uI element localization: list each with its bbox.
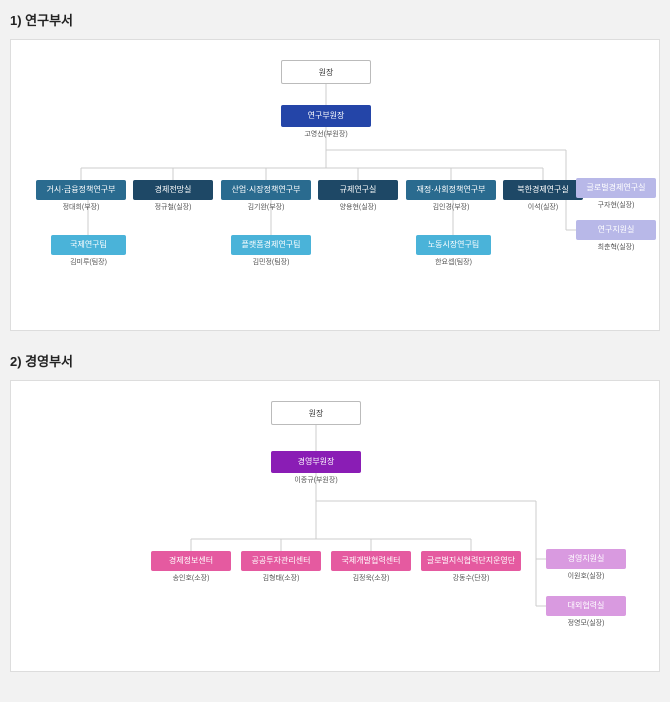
org-caption-s1-r2: 최춘혁(실장) (576, 242, 656, 252)
org-node-s1-d3: 산업·시장정책연구부 (221, 180, 311, 200)
chart-container-1: 원장연구부원장고영선(부원장) 거시·금융정책연구부정대희(부장) 경제전망실정규철… (10, 39, 660, 331)
org-node-s2-d1: 경제정보센터 (151, 551, 231, 571)
org-node-s1-d1: 거시·금융정책연구부 (36, 180, 126, 200)
org-caption-s1-t1: 김미루(팀장) (51, 257, 126, 267)
org-caption-s1-d6: 이석(실장) (503, 202, 583, 212)
org-caption-s1-d3: 김기완(부장) (221, 202, 311, 212)
org-node-s2-d2: 공공투자관리센터 (241, 551, 321, 571)
section-title-1: 1) 연구부서 (10, 10, 660, 29)
org-caption-s1-r1: 구자현(실장) (576, 200, 656, 210)
org-node-s2-president: 원장 (271, 401, 361, 425)
org-caption-s2-d1: 송인호(소장) (151, 573, 231, 583)
org-node-s1-d5: 재정·사회정책연구부 (406, 180, 496, 200)
org-node-s1-t2: 플랫폼경제연구팀 (231, 235, 311, 255)
org-node-s2-r1: 경영지원실 (546, 549, 626, 569)
org-caption-s1-vp: 고영선(부원장) (281, 129, 371, 139)
section-management: 2) 경영부서 원장경영부원장이종규(부원장) 경제정보센터송인호(소장) 공공투자… (10, 351, 660, 672)
org-caption-s1-d1: 정대희(부장) (36, 202, 126, 212)
org-caption-s2-d3: 김정욱(소장) (331, 573, 411, 583)
org-caption-s2-d4: 강동수(단장) (421, 573, 521, 583)
org-chart-management: 원장경영부원장이종규(부원장) 경제정보센터송인호(소장) 공공투자관리센터김형태(… (21, 401, 649, 651)
section-research: 1) 연구부서 원장연구부원장고영선(부원장) 거시·금융정책연구부정대희(부장)… (10, 10, 660, 331)
org-node-s1-d6: 북한경제연구실 (503, 180, 583, 200)
org-node-s2-vp: 경영부원장 (271, 451, 361, 473)
org-caption-s2-vp: 이종규(부원장) (271, 475, 361, 485)
org-node-s1-d2: 경제전망실 (133, 180, 213, 200)
org-caption-s1-t2: 김민정(팀장) (231, 257, 311, 267)
org-caption-s1-t3: 한요셉(팀장) (416, 257, 491, 267)
section-title-2: 2) 경영부서 (10, 351, 660, 370)
org-node-s1-r1: 글로벌경제연구실 (576, 178, 656, 198)
org-node-s2-d4: 글로벌지식협력단지운영단 (421, 551, 521, 571)
org-caption-s1-d2: 정규철(실장) (133, 202, 213, 212)
org-caption-s1-d5: 김인경(부장) (406, 202, 496, 212)
org-node-s1-r2: 연구지원실 (576, 220, 656, 240)
org-node-s1-d4: 규제연구실 (318, 180, 398, 200)
org-caption-s1-d4: 양용현(실장) (318, 202, 398, 212)
org-node-s1-president: 원장 (281, 60, 371, 84)
org-chart-research: 원장연구부원장고영선(부원장) 거시·금융정책연구부정대희(부장) 경제전망실정규철… (21, 60, 649, 310)
org-caption-s2-r2: 정영모(실장) (546, 618, 626, 628)
org-caption-s2-d2: 김형태(소장) (241, 573, 321, 583)
chart-container-2: 원장경영부원장이종규(부원장) 경제정보센터송인호(소장) 공공투자관리센터김형태(… (10, 380, 660, 672)
org-node-s1-t3: 노동시장연구팀 (416, 235, 491, 255)
org-node-s2-r2: 대외협력실 (546, 596, 626, 616)
org-node-s1-vp: 연구부원장 (281, 105, 371, 127)
org-node-s1-t1: 국제연구팀 (51, 235, 126, 255)
org-caption-s2-r1: 이원호(실장) (546, 571, 626, 581)
org-node-s2-d3: 국제개발협력센터 (331, 551, 411, 571)
